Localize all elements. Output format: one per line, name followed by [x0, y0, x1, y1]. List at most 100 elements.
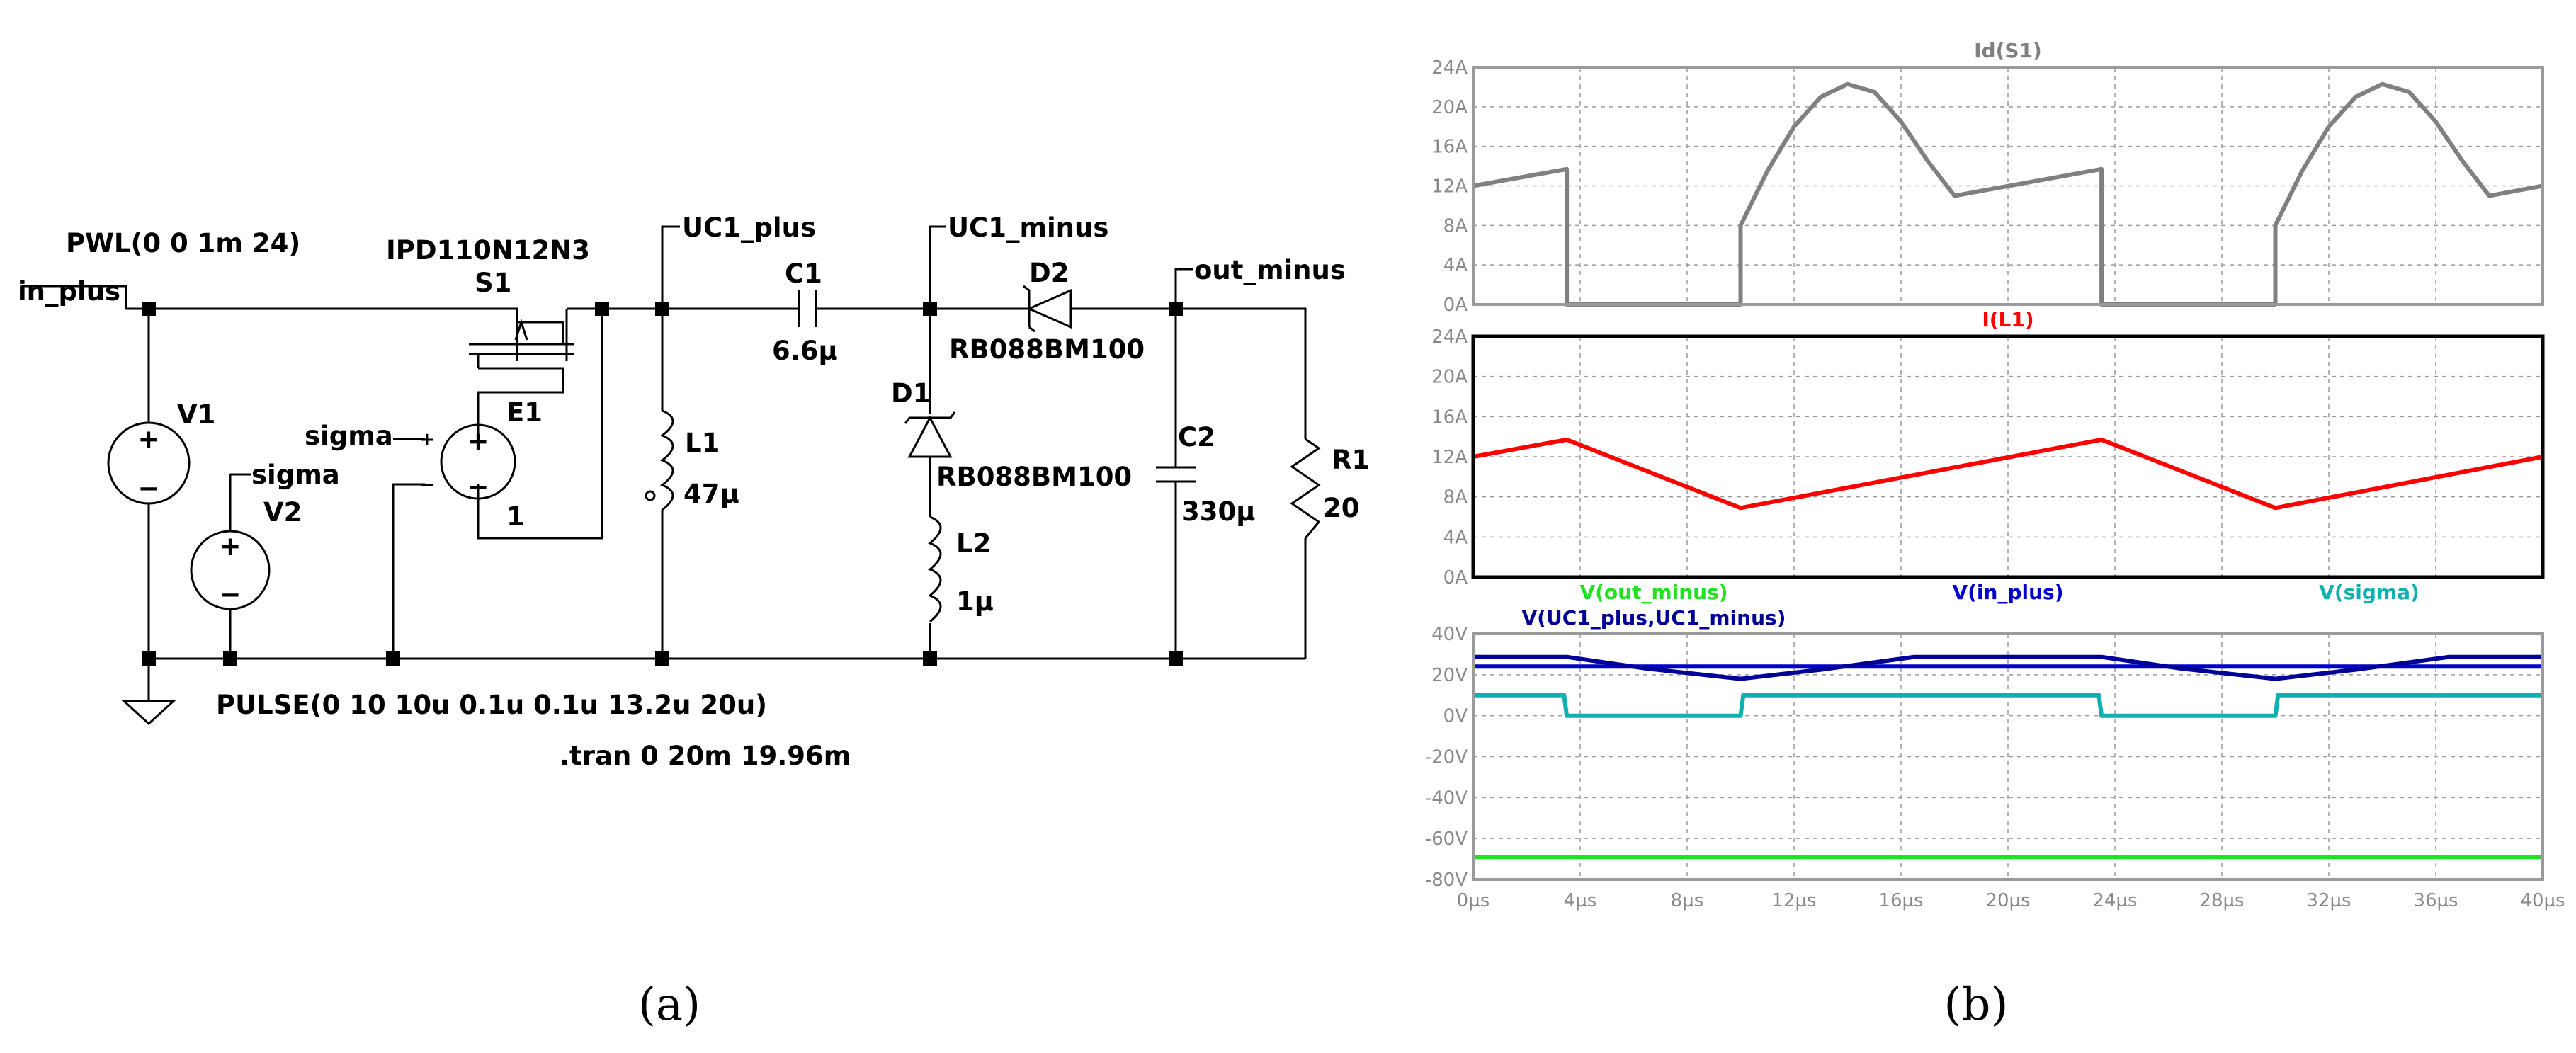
v1-minus: − [137, 473, 159, 503]
legend-label: V(in_plus) [1952, 581, 2063, 604]
c2-value: 330µ [1181, 496, 1255, 527]
wire-out-minus-label [1174, 268, 1193, 309]
e1-minus: − [467, 472, 489, 502]
wire-uc1-minus-label [929, 225, 946, 309]
e1-gain-label: 1 [506, 501, 525, 532]
d1-model-label: RB088BM100 [936, 462, 1132, 492]
x-tick-label: 28µs [2199, 890, 2244, 911]
y-tick-label: -60V [1425, 829, 1468, 850]
y-tick-label: 20A [1431, 97, 1468, 118]
y-tick-label: 12A [1431, 447, 1468, 468]
junction-dots [142, 302, 1183, 666]
sigma-e1-label: sigma [305, 421, 393, 451]
v2-minus: − [219, 579, 241, 610]
wire-in-plus [149, 307, 518, 361]
y-tick-label: 0V [1443, 706, 1468, 727]
wire-gate [477, 367, 564, 439]
mosfet-model-label: IPD110N12N3 [386, 235, 590, 266]
series-line [1473, 693, 2543, 718]
y-tick-label: 24A [1431, 326, 1468, 348]
legend-label: V(out_minus) [1579, 581, 1727, 604]
wire-in-plus-label [21, 285, 149, 310]
x-tick-label: 12µs [1771, 890, 1816, 911]
series-line [1473, 654, 2543, 681]
y-tick-label: 20V [1431, 665, 1468, 686]
d2-label: D2 [1029, 258, 1069, 288]
d2-model-label: RB088BM100 [949, 334, 1145, 365]
y-tick-label: 20A [1431, 367, 1468, 388]
l1-label: L1 [685, 428, 720, 458]
x-tick-label: 4µs [1564, 890, 1597, 911]
e1-in-plus: + [419, 429, 435, 450]
plot-frame [1472, 632, 2544, 881]
c2-label: C2 [1178, 422, 1215, 452]
y-tick-label: 16A [1431, 406, 1468, 428]
pulse-label: PULSE(0 10 10u 0.1u 0.1u 13.2u 20u) [216, 690, 767, 720]
pwl-label: PWL(0 0 1m 24) [66, 228, 300, 258]
x-tick-label: 32µs [2306, 890, 2351, 911]
v1-source-icon [107, 421, 191, 505]
e1-plus: + [467, 426, 489, 457]
x-tick-label: 0µs [1457, 890, 1490, 911]
y-tick-label: 16A [1431, 137, 1468, 158]
y-tick-label: -20V [1425, 747, 1468, 768]
in-plus-label: in_plus [18, 276, 120, 307]
wire-d2-out [1071, 307, 1307, 439]
y-tick-label: 12A [1431, 176, 1468, 198]
capacitor-c2-icon [1156, 466, 1196, 483]
l2-value: 1µ [956, 586, 994, 617]
v1-label: V1 [177, 399, 215, 430]
y-tick-label: -80V [1425, 870, 1468, 891]
x-tick-label: 36µs [2413, 890, 2458, 911]
plot-title: I(L1) [1982, 308, 2033, 331]
d1-label: D1 [891, 378, 931, 409]
tran-label: .tran 0 20m 19.96m [560, 741, 851, 771]
ground-icon [121, 700, 176, 726]
y-tick-label: 8A [1443, 215, 1468, 237]
v2-source-icon [190, 530, 271, 610]
uc1-plus-label: UC1_plus [682, 212, 816, 243]
y-tick-label: 0A [1443, 295, 1468, 316]
y-tick-label: 4A [1443, 527, 1468, 548]
inductor-l1-icon [645, 409, 674, 511]
e1-source-icon [440, 423, 516, 500]
series-line [1473, 437, 2543, 511]
waveform-panels: 24A 20A 16A 12A 8A 4A 0A Id(S1) 24A 20A 16A 12A 8A 4A… [1425, 39, 2565, 911]
wire-uc1-plus-label [661, 225, 680, 309]
capacitor-c1-icon [798, 290, 817, 327]
inductor-l2-icon [928, 516, 942, 623]
r1-label: R1 [1332, 445, 1370, 475]
plot-frame [1471, 334, 2545, 579]
e1-in-minus: − [419, 474, 435, 496]
y-tick-label: 4A [1443, 255, 1468, 276]
y-tick-label: 40V [1431, 624, 1468, 645]
y-tick-label: -40V [1425, 787, 1468, 809]
out-minus-label: out_minus [1194, 255, 1346, 285]
sigma-v2-label: sigma [251, 460, 340, 490]
diode-d1-icon [904, 411, 956, 458]
plot-title: Id(S1) [1974, 39, 2042, 62]
mosfet-icon [469, 319, 574, 368]
circuit-schematic: + − + − + − + − [18, 212, 1370, 771]
y-tick-label: 0A [1443, 567, 1468, 588]
resistor-r1-icon [1290, 438, 1321, 539]
e1-label: E1 [506, 397, 543, 428]
v2-plus: + [219, 531, 241, 562]
v1-plus: + [137, 424, 159, 455]
c1-value: 6.6µ [772, 336, 838, 366]
x-tick-label: 40µs [2520, 890, 2565, 911]
x-tick-label: 16µs [1878, 890, 1923, 911]
s1-label: S1 [475, 268, 511, 298]
x-tick-label: 24µs [2092, 890, 2137, 911]
r1-value: 20 [1323, 493, 1360, 523]
series-line [1473, 81, 2543, 307]
y-tick-label: 8A [1443, 487, 1468, 508]
l2-label: L2 [956, 528, 991, 559]
uc1-minus-label: UC1_minus [948, 212, 1108, 243]
diode-d2-icon [1023, 285, 1072, 333]
c1-label: C1 [785, 258, 822, 289]
caption-b: (b) [1944, 979, 2009, 1031]
legend-label: V(UC1_plus,UC1_minus) [1522, 606, 1786, 630]
l1-value: 47µ [683, 479, 739, 509]
